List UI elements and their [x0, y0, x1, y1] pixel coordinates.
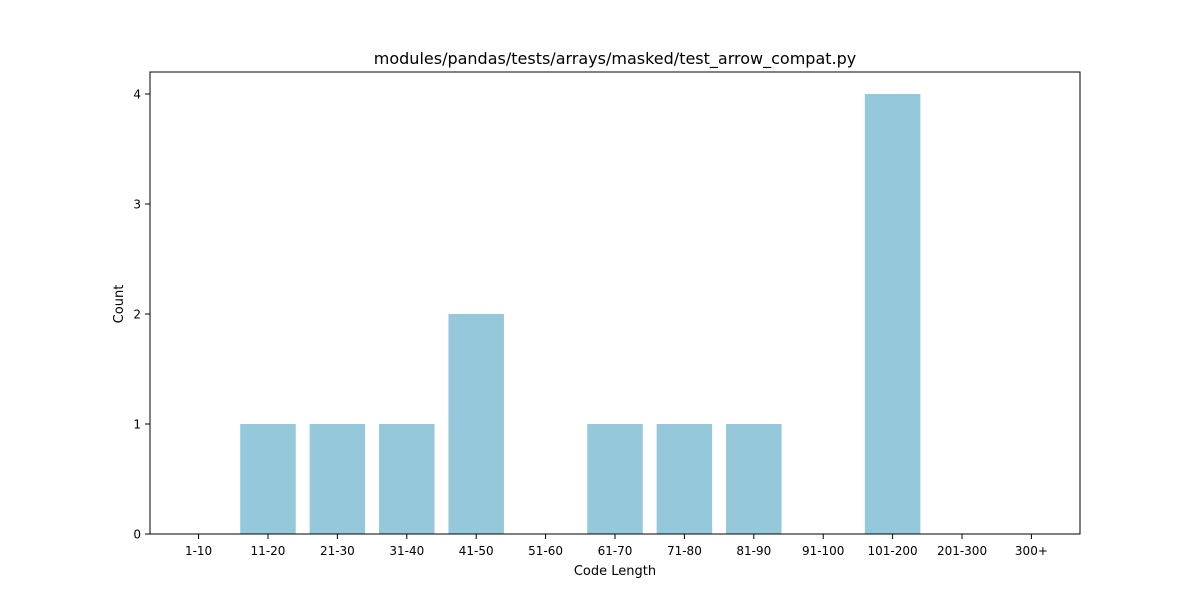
bars: [240, 94, 921, 534]
y-tick-label: 0: [133, 528, 141, 542]
bar-101-200: [864, 94, 921, 534]
x-tick-label: 71-80: [667, 544, 702, 558]
bar-31-40: [379, 424, 435, 534]
x-tick-label: 51-60: [528, 544, 563, 558]
x-tick-label: 1-10: [185, 544, 212, 558]
x-axis-ticks: 1-10 11-20 21-30 31-40 41-50 51-60 61-70 71-80 8…: [185, 534, 1048, 558]
y-tick-label: 3: [133, 198, 141, 212]
x-tick-label: 300+: [1015, 544, 1048, 558]
y-tick-label: 1: [133, 418, 141, 432]
bar-61-70: [587, 424, 643, 534]
x-axis-label: Code Length: [574, 564, 656, 579]
y-axis-ticks: 0 1 2 3 4: [133, 88, 150, 542]
y-axis-label: Count: [112, 285, 127, 324]
bar-21-30: [309, 424, 366, 534]
x-tick-label: 201-300: [937, 544, 987, 558]
x-tick-label: 81-90: [736, 544, 771, 558]
x-tick-label: 11-20: [251, 544, 286, 558]
bar-11-20: [240, 424, 296, 534]
plot-area: [149, 71, 1081, 535]
bar-81-90: [726, 424, 782, 534]
bar-41-50: [448, 314, 504, 534]
y-tick-label: 2: [133, 308, 141, 322]
x-tick-label: 31-40: [389, 544, 424, 558]
x-tick-label: 61-70: [598, 544, 633, 558]
y-tick-label: 4: [133, 88, 141, 102]
x-tick-label: 21-30: [320, 544, 355, 558]
bar-71-80: [656, 424, 713, 534]
x-tick-label: 41-50: [459, 544, 494, 558]
x-tick-label: 91-100: [802, 544, 845, 558]
chart-title: modules/pandas/tests/arrays/masked/test_…: [374, 49, 856, 69]
x-tick-label: 101-200: [868, 544, 918, 558]
axes-frame: [149, 71, 1081, 535]
